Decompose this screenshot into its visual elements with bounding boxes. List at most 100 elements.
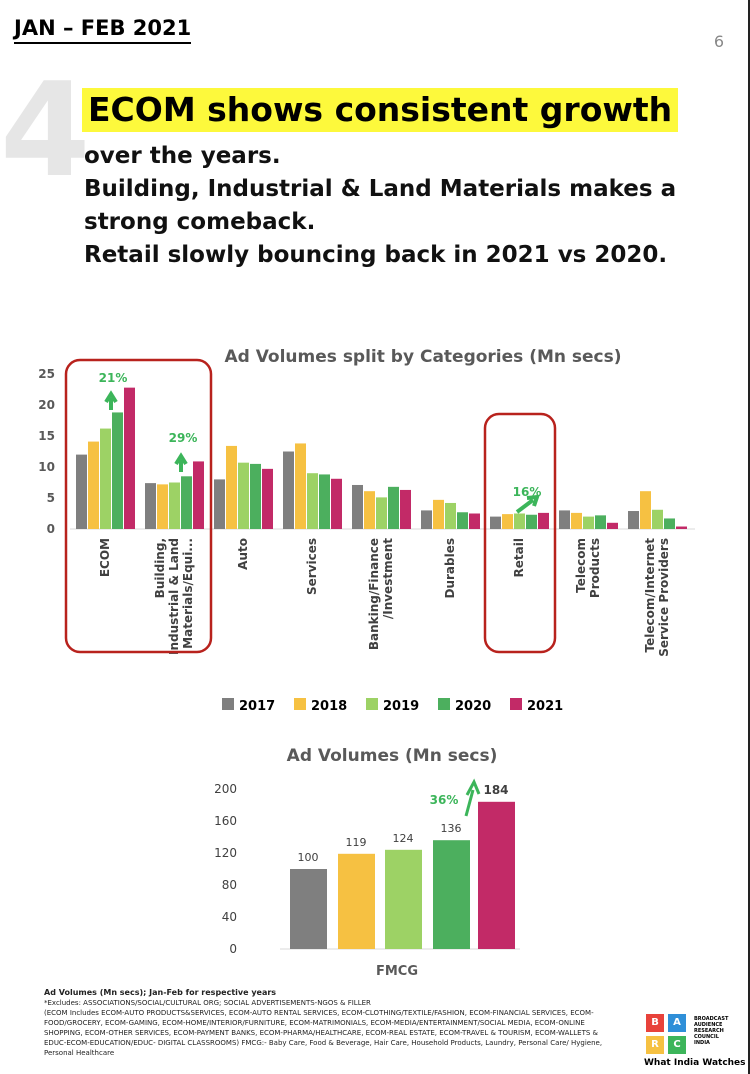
bar-2020 [112, 412, 123, 529]
bar-2019 [376, 497, 387, 529]
headline-line: over the years. [84, 143, 281, 169]
bar-2018 [571, 512, 582, 529]
date-heading: JAN – FEB 2021 [14, 14, 192, 44]
bar-2021 [676, 526, 687, 529]
bar-2020 [526, 514, 537, 529]
category-label: Building,Industrial & LandMaterials/Equi… [153, 538, 195, 655]
data-label: 119 [346, 836, 367, 849]
category-label: Services [305, 538, 319, 595]
footer-title: Ad Volumes (Mn secs); Jan-Feb for respec… [44, 988, 277, 997]
bar-2020 [181, 476, 192, 529]
bar-2019 [169, 482, 180, 529]
logo-tile: C [668, 1036, 686, 1054]
growth-arrow-icon [464, 778, 481, 817]
bar-2017 [559, 510, 570, 529]
bar-2017 [628, 511, 639, 529]
growth-label: 36% [430, 793, 459, 807]
growth-arrow-icon [515, 494, 540, 514]
bar-2019 [385, 849, 422, 949]
bar-2018 [226, 445, 237, 529]
logo-tile: R [646, 1036, 664, 1054]
bar-2017 [145, 483, 156, 529]
bar-2018 [640, 491, 651, 529]
bar-2018 [364, 491, 375, 529]
growth-arrow-icon [104, 390, 118, 410]
bar-2017 [76, 454, 87, 529]
y-tick-label: 0 [47, 522, 55, 536]
logo-tile: B [646, 1014, 664, 1032]
highlight-box [64, 358, 213, 654]
bar-2018 [295, 443, 306, 529]
y-tick-label: 200 [214, 782, 237, 796]
x-axis-label: FMCG [376, 964, 418, 979]
bar-2019 [445, 502, 456, 529]
slide-big-number: 4 [0, 54, 91, 206]
bar-2019 [307, 473, 318, 529]
y-tick-label: 160 [214, 814, 237, 828]
bar-2021 [262, 468, 273, 529]
legend-swatch-2020 [438, 698, 450, 710]
highlight-box [483, 412, 557, 654]
headline-subtext: over the years. Building, Industrial & L… [84, 140, 676, 272]
category-label: Retail [512, 538, 526, 577]
bar-2018 [157, 484, 168, 529]
bar-2019 [100, 428, 111, 529]
bar-2021 [478, 801, 515, 949]
bar-2019 [583, 516, 594, 529]
chart-title: Ad Volumes (Mn secs) [287, 746, 498, 766]
legend-swatch-2019 [366, 698, 378, 710]
bar-2020 [664, 518, 675, 529]
data-label: 136 [441, 822, 462, 835]
bar-2020 [457, 512, 468, 529]
y-tick-label: 80 [222, 878, 237, 892]
bar-2021 [193, 461, 204, 529]
category-label: Durables [443, 538, 457, 599]
bar-2017 [290, 869, 327, 949]
bar-2021 [607, 522, 618, 529]
bar-2017 [283, 451, 294, 529]
category-label: Telecom/InternetService Providers [643, 538, 671, 657]
category-label: Auto [236, 538, 250, 570]
bar-2021 [124, 387, 135, 529]
y-tick-label: 40 [222, 910, 237, 924]
growth-arrow-icon [174, 452, 188, 472]
headline-line: Retail slowly bouncing back in 2021 vs 2… [84, 242, 668, 268]
bar-2021 [469, 513, 480, 529]
category-label: Banking/Finance/Investment [367, 538, 395, 650]
bar-2017 [352, 484, 363, 529]
y-tick-label: 15 [38, 429, 55, 443]
data-label: 124 [393, 832, 414, 845]
y-tick-label: 120 [214, 846, 237, 860]
logo-text: BROADCAST AUDIENCE RESEARCH COUNCIL INDI… [694, 1016, 729, 1046]
bar-2017 [214, 479, 225, 529]
legend-label: 2019 [383, 699, 419, 714]
bar-2019 [238, 462, 249, 529]
category-label: ECOM [98, 538, 112, 577]
data-label: 100 [298, 851, 319, 864]
y-tick-label: 20 [38, 398, 55, 412]
page-number: 6 [713, 32, 724, 51]
bar-2020 [319, 474, 330, 529]
bar-2021 [400, 489, 411, 529]
headline-highlight: ECOM shows consistent growth [82, 88, 679, 132]
bar-2020 [388, 486, 399, 529]
bar-2018 [338, 853, 375, 949]
category-label: TelecomProducts [574, 538, 602, 598]
y-tick-label: 5 [47, 491, 55, 505]
headline-line: strong comeback. [84, 209, 316, 235]
bar-2020 [433, 840, 470, 949]
bar-2017 [421, 510, 432, 529]
bar-2017 [490, 516, 501, 529]
legend-swatch-2021 [510, 698, 522, 710]
legend-label: 2018 [311, 699, 347, 714]
footer-note: *Excludes: ASSOCIATIONS/SOCIAL/CULTURAL … [44, 999, 371, 1007]
chart-title: Ad Volumes split by Categories (Mn secs) [224, 347, 621, 367]
legend-label: 2020 [455, 699, 491, 714]
footer-detail: (ECOM Includes ECOM-AUTO PRODUCTS&SERVIC… [44, 1009, 603, 1057]
bar-2018 [502, 514, 513, 529]
bar-2018 [88, 441, 99, 529]
growth-label: 21% [99, 371, 128, 385]
bar-2018 [433, 499, 444, 529]
data-label: 184 [483, 783, 508, 797]
